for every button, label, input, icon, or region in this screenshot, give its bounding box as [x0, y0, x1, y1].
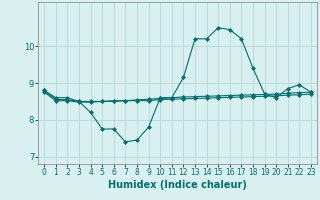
X-axis label: Humidex (Indice chaleur): Humidex (Indice chaleur): [108, 180, 247, 190]
